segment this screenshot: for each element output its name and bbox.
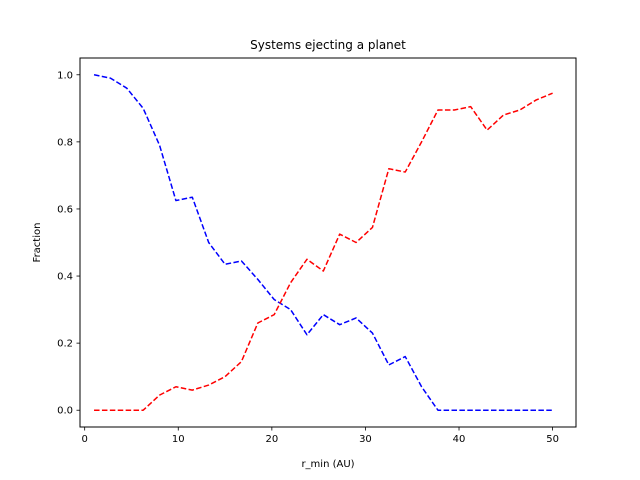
x-tick-label: 40	[453, 434, 466, 445]
y-tick-label: 1.0	[57, 70, 73, 81]
x-tick-label: 10	[172, 434, 185, 445]
x-tick-label: 50	[546, 434, 559, 445]
x-tick-label: 20	[265, 434, 278, 445]
x-axis-label: r_min (AU)	[301, 459, 354, 470]
y-tick-label: 0.2	[57, 339, 73, 350]
y-tick-label: 0.4	[57, 272, 73, 283]
axis-ticks: 0 10 20 30 40 50 0.0 0.2 0.4 0.6 0.8 1.0	[57, 70, 559, 445]
x-tick-label: 30	[359, 434, 372, 445]
y-tick-label: 0.8	[57, 137, 73, 148]
y-tick-label: 0.6	[57, 204, 73, 215]
series-line-red	[94, 92, 553, 411]
y-tick-label: 0.0	[57, 406, 73, 417]
x-tick-label: 0	[81, 434, 87, 445]
axes-frame	[79, 57, 577, 428]
plot-area	[93, 74, 553, 411]
chart-title: Systems ejecting a planet	[250, 38, 406, 52]
series-line-blue	[93, 74, 553, 411]
y-axis-label: Fraction	[32, 223, 43, 263]
